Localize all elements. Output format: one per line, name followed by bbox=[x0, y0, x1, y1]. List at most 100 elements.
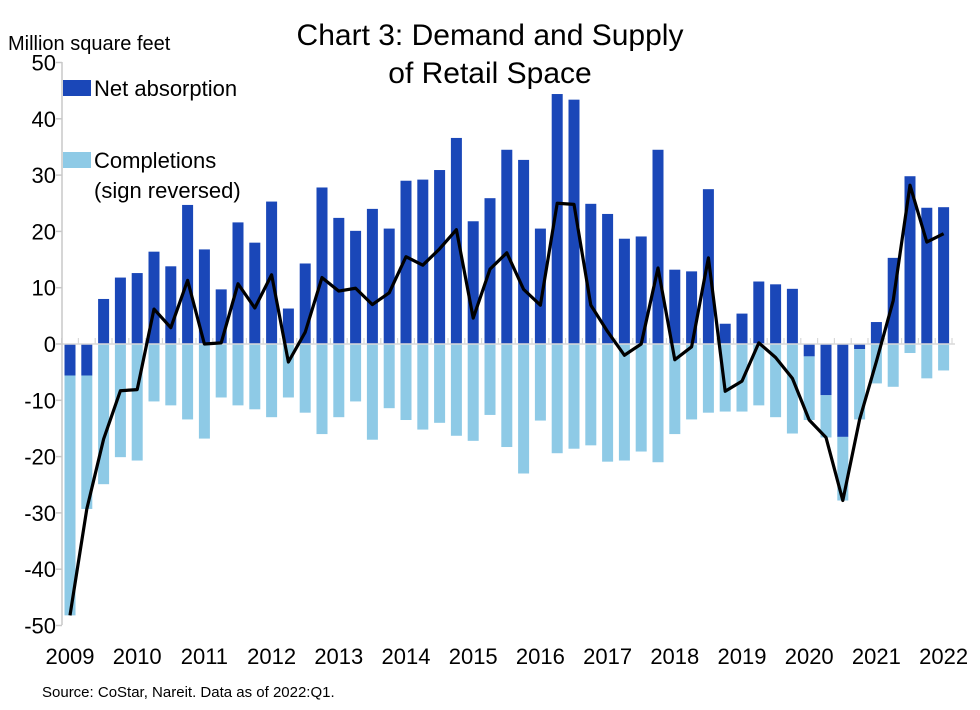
x-tick-label: 2012 bbox=[247, 644, 296, 669]
bar-net-absorption bbox=[316, 187, 328, 344]
y-tick-label: -50 bbox=[24, 614, 56, 639]
bar-net-absorption bbox=[770, 284, 782, 344]
y-tick-label: -30 bbox=[24, 501, 56, 526]
bar-completions bbox=[467, 344, 479, 441]
bar-completions bbox=[837, 436, 849, 501]
y-tick-label: 40 bbox=[32, 107, 56, 132]
net-line-series bbox=[68, 183, 945, 616]
bar-completions bbox=[81, 375, 93, 509]
bar-completions bbox=[98, 344, 110, 485]
bar-net-absorption bbox=[148, 251, 160, 344]
bar-completions bbox=[686, 344, 698, 420]
bar-net-absorption bbox=[854, 344, 866, 350]
bar-net-absorption bbox=[114, 277, 126, 344]
y-tick-label: -40 bbox=[24, 557, 56, 582]
x-tick-label: 2020 bbox=[785, 644, 834, 669]
bar-net-absorption bbox=[686, 271, 698, 344]
y-axis-label: Million square feet bbox=[8, 33, 171, 55]
bar-completions bbox=[131, 344, 143, 461]
legend: Net absorption Completions (sign reverse… bbox=[63, 76, 241, 203]
bar-completions bbox=[602, 344, 614, 462]
bar-net-absorption bbox=[98, 298, 110, 344]
x-tick-label: 2010 bbox=[113, 644, 162, 669]
bar-completions bbox=[198, 344, 210, 439]
bar-net-absorption bbox=[198, 249, 210, 344]
bar-net-absorption bbox=[652, 149, 664, 344]
bar-completions bbox=[786, 344, 798, 434]
bar-net-absorption bbox=[921, 207, 933, 344]
bar-completions bbox=[383, 344, 395, 409]
bar-completions bbox=[366, 344, 378, 440]
bar-completions bbox=[400, 344, 412, 421]
bar-completions bbox=[568, 344, 580, 449]
bar-completions bbox=[350, 344, 362, 402]
bar-completions bbox=[854, 349, 866, 420]
bar-net-absorption bbox=[417, 179, 429, 344]
bar-completions bbox=[551, 344, 563, 454]
y-tick-label: -10 bbox=[24, 388, 56, 413]
bar-net-absorption bbox=[450, 137, 462, 344]
bar-net-absorption bbox=[820, 344, 832, 396]
bar-net-absorption bbox=[249, 242, 261, 344]
x-tick-label: 2017 bbox=[583, 644, 632, 669]
bar-completions bbox=[770, 344, 782, 418]
bar-net-absorption bbox=[299, 263, 311, 344]
x-tick-label: 2014 bbox=[382, 644, 431, 669]
x-tick-label: 2013 bbox=[314, 644, 363, 669]
bar-completions bbox=[669, 344, 681, 435]
bar-net-absorption bbox=[618, 238, 630, 344]
source-note: Source: CoStar, Nareit. Data as of 2022:… bbox=[42, 684, 335, 701]
bar-net-absorption bbox=[501, 149, 513, 344]
legend-label-completions-note: (sign reversed) bbox=[94, 178, 241, 203]
bar-completions bbox=[316, 344, 328, 435]
bar-completions bbox=[215, 344, 227, 398]
bar-completions bbox=[165, 344, 177, 406]
bar-completions bbox=[64, 375, 76, 616]
y-tick-label: 20 bbox=[32, 219, 56, 244]
x-tick-label: 2009 bbox=[46, 644, 95, 669]
y-tick-label: 0 bbox=[44, 332, 56, 357]
bar-completions bbox=[618, 344, 630, 461]
bar-completions bbox=[719, 344, 731, 412]
bar-completions bbox=[518, 344, 530, 474]
bar-net-absorption bbox=[383, 228, 395, 344]
bar-net-absorption bbox=[282, 308, 294, 344]
bar-completions bbox=[803, 356, 815, 421]
y-tick-label: 30 bbox=[32, 163, 56, 188]
x-tick-label: 2011 bbox=[181, 644, 228, 669]
bar-net-absorption bbox=[182, 204, 194, 344]
bar-net-absorption bbox=[803, 344, 815, 357]
x-tick-label: 2021 bbox=[852, 644, 901, 669]
bar-net-absorption bbox=[64, 344, 76, 376]
bar-net-absorption bbox=[669, 269, 681, 344]
bar-completions bbox=[753, 344, 765, 406]
bar-completions bbox=[585, 344, 597, 446]
bar-net-absorption bbox=[467, 221, 479, 344]
x-tick-label: 2022 bbox=[919, 644, 968, 669]
bar-completions bbox=[501, 344, 513, 448]
bar-net-absorption bbox=[602, 213, 614, 344]
bar-completions bbox=[484, 344, 496, 415]
bar-net-absorption bbox=[904, 176, 916, 344]
bar-net-absorption bbox=[568, 99, 580, 345]
x-tick-label: 2015 bbox=[449, 644, 498, 669]
bar-net-absorption bbox=[585, 203, 597, 344]
bar-net-absorption bbox=[518, 159, 530, 344]
bar-net-absorption bbox=[938, 207, 950, 344]
bar-net-absorption bbox=[534, 228, 546, 344]
bar-net-absorption bbox=[719, 323, 731, 344]
bar-completions bbox=[182, 344, 194, 420]
y-tick-label: -20 bbox=[24, 445, 56, 470]
bar-completions bbox=[232, 344, 244, 406]
bar-completions bbox=[434, 344, 446, 423]
bar-completions bbox=[652, 344, 664, 463]
legend-swatch-net-absorption bbox=[63, 80, 91, 96]
bar-net-absorption bbox=[635, 236, 647, 344]
bar-net-absorption bbox=[400, 180, 412, 344]
bar-completions bbox=[249, 344, 261, 410]
legend-label-net-absorption: Net absorption bbox=[94, 76, 237, 101]
bar-completions bbox=[921, 344, 933, 379]
bar-net-absorption bbox=[165, 266, 177, 344]
y-tick-label: 50 bbox=[32, 51, 56, 76]
